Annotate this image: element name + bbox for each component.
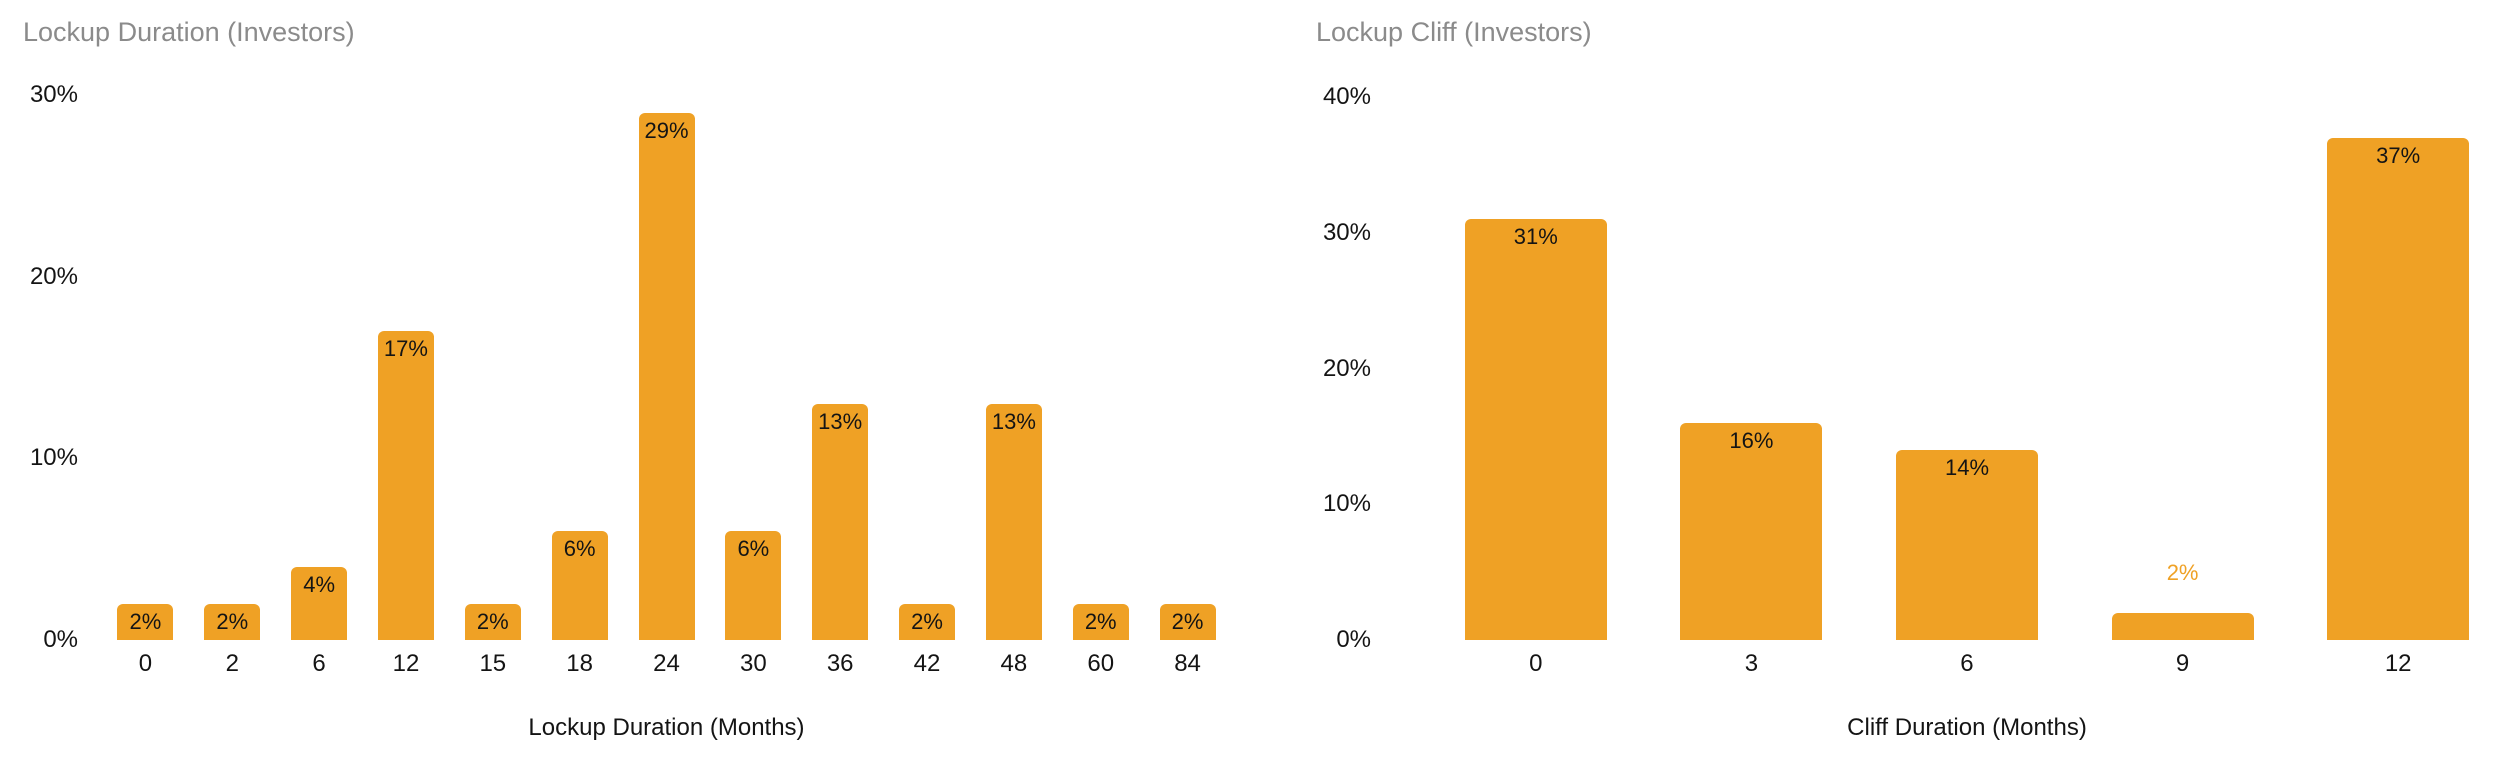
bar-value-label: 2% [216,608,249,634]
x-tick-label: 36 [826,650,854,677]
bar-value-label: 6% [563,536,596,561]
x-tick-label: 2 [225,650,239,677]
chart-title: Lockup Cliff (Investors) [1316,17,1592,47]
bar[interactable] [117,603,174,640]
bar[interactable] [2327,137,2470,640]
x-tick-label: 0 [1529,650,1543,677]
x-tick-label: 0 [138,650,153,677]
bar[interactable] [1464,219,1607,640]
bar-value-label: 4% [303,572,335,598]
bar-value-label: 2% [1084,608,1117,634]
x-tick-label: 12 [392,650,420,677]
x-tick-label: 6 [1960,650,1974,677]
y-tick-label: 30% [29,81,78,108]
lockup-duration-chart: Lockup Duration (Investors) 0% 10% 20% 30% … [23,17,1216,741]
bar[interactable] [291,567,348,640]
bar[interactable] [464,603,521,640]
x-tick-label: 18 [566,650,593,677]
y-tick-label: 0% [1336,626,1371,653]
bar-value-label: 14% [1944,454,1990,480]
x-tick-label: 60 [1087,650,1115,677]
bar-value-label: 13% [818,408,863,434]
x-tick-label: 9 [2175,650,2190,677]
lockup-cliff-chart: Lockup Cliff (Investors) 0% 10% 20% 30% 40% … [1300,0,2495,769]
bar[interactable] [2111,612,2254,640]
y-tick-label: 20% [1322,354,1371,382]
x-tick-label: 3 [1744,650,1759,677]
bar[interactable] [899,603,956,640]
y-tick-label: 10% [29,444,78,472]
bar[interactable] [725,531,782,640]
bar[interactable] [1896,449,2038,640]
x-axis-title: Lockup Duration (Months) [528,714,805,741]
bar[interactable] [638,113,695,640]
bar-value-label: 2% [2166,559,2199,585]
bar-value-label: 31% [1513,224,1558,250]
bar[interactable] [1680,422,1823,640]
y-tick-label: 30% [1322,218,1371,246]
bar[interactable] [551,531,608,640]
bar-value-label: 37% [2376,142,2421,168]
bar[interactable] [985,403,1042,640]
bar-value-label: 2% [1171,608,1204,634]
x-tick-label: 48 [1000,650,1028,677]
y-tick-label: 0% [43,626,78,653]
bar-value-label: 2% [911,608,943,634]
bar[interactable] [812,403,869,640]
x-tick-label: 15 [479,650,507,677]
bar[interactable] [1072,603,1129,640]
bar-value-label: 17% [383,336,428,362]
x-tick-label: 84 [1174,650,1201,677]
bar-value-label: 29% [644,118,689,144]
bar-value-label: 6% [737,536,770,561]
bar[interactable] [1159,603,1216,640]
bar-value-label: 13% [991,408,1036,434]
bar-value-label: 16% [1729,427,1774,453]
y-tick-label: 10% [1322,490,1371,518]
y-tick-label: 20% [29,262,78,290]
x-tick-label: 30 [739,650,767,677]
x-tick-label: 12 [2384,650,2412,677]
bar-value-label: 2% [476,608,509,634]
x-tick-label: 42 [913,650,941,677]
y-tick-label: 40% [1322,83,1371,110]
x-axis-title: Cliff Duration (Months) [1847,714,2087,741]
bar[interactable] [377,331,434,640]
bar[interactable] [204,603,261,640]
x-tick-label: 6 [312,650,326,677]
chart-title: Lockup Duration (Investors) [23,17,355,47]
bar-value-label: 2% [129,608,162,634]
x-tick-label: 24 [653,650,680,677]
